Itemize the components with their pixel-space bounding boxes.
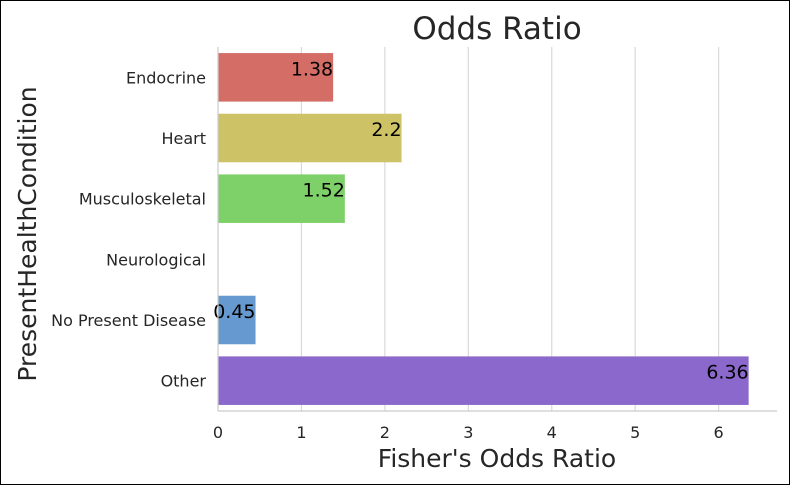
gridlines [300,47,720,411]
data-label: 2.2 [371,119,401,141]
x-tick-label: 3 [463,423,473,442]
data-labels: 1.38 2.2 1.52 0.45 6.36 [213,58,748,383]
bar-no-present-disease [218,295,256,345]
y-tick-label: Heart [161,129,206,148]
x-tick-label: 4 [547,423,557,442]
y-tick-label: Endocrine [126,68,206,87]
bar-other [218,356,749,405]
x-tick-label: 6 [714,423,724,442]
bar-heart [218,113,402,163]
bar-musculoskeletal [218,174,345,223]
x-tick-labels: 0 1 2 3 4 5 6 [213,423,724,442]
data-label: 0.45 [213,301,255,323]
y-axis-label: PresentHealthCondition [13,86,42,381]
y-tick-label: Other [161,372,207,391]
bar-endocrine [218,53,334,102]
y-tick-labels: Endocrine Heart Musculoskeletal Neurologica… [51,68,206,390]
bars [218,53,749,405]
y-tick-label: No Present Disease [51,311,206,330]
data-label: 1.38 [291,58,333,80]
x-axis-label: Fisher's Odds Ratio [378,444,616,473]
x-tick-label: 2 [380,423,390,442]
data-label: 6.36 [706,362,748,384]
chart-title: Odds Ratio [412,11,581,47]
x-tick-label: 5 [630,423,640,442]
x-tick-label: 0 [213,423,223,442]
x-tick-label: 1 [296,423,306,442]
y-tick-label: Musculoskeletal [79,190,206,209]
y-tick-label: Neurological [106,250,206,269]
data-label: 1.52 [303,180,345,202]
